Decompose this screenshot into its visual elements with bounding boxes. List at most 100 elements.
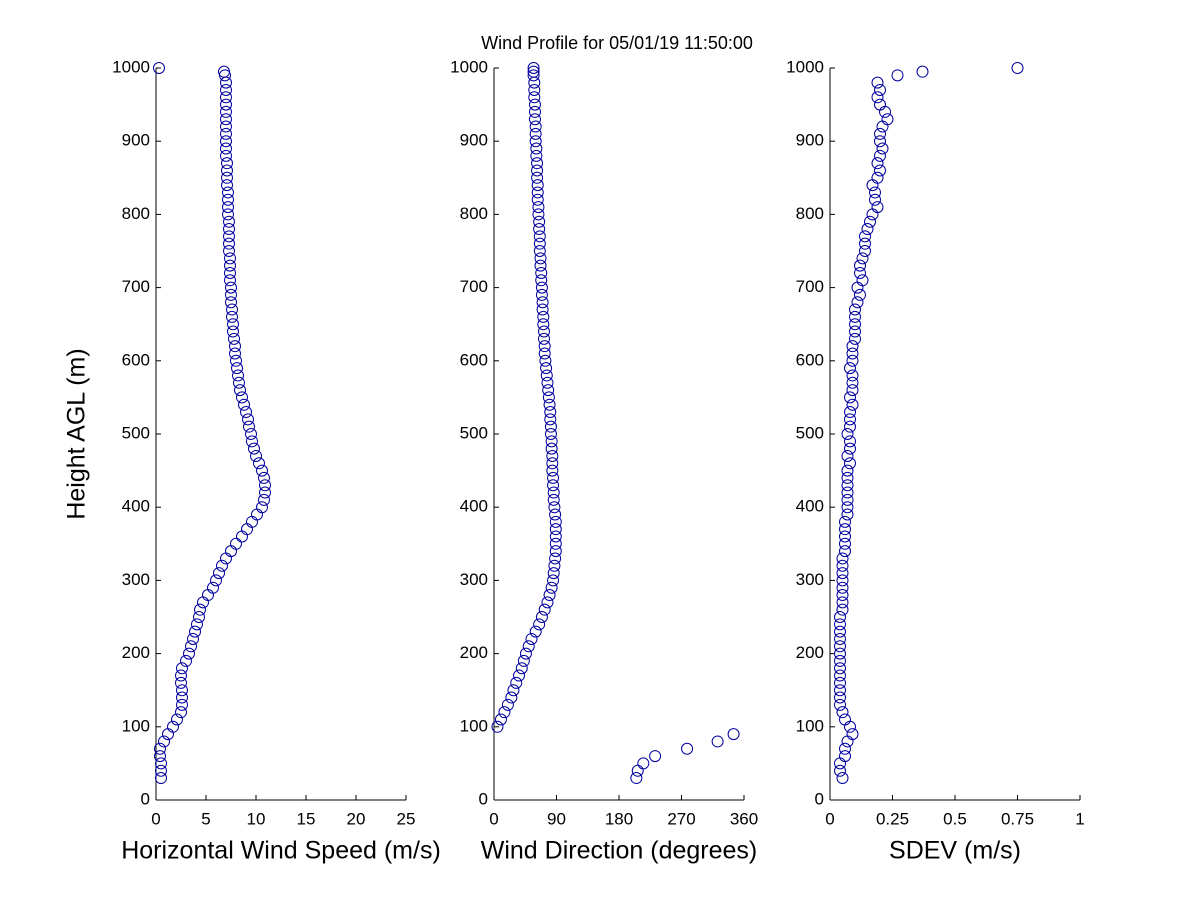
point [836, 596, 849, 609]
point [874, 83, 886, 96]
point [241, 523, 253, 536]
point [859, 230, 871, 243]
point [538, 347, 551, 360]
point [175, 669, 187, 682]
point [253, 457, 265, 470]
x-tick-label: 0.25 [876, 809, 909, 828]
point [230, 354, 242, 367]
point [540, 369, 553, 382]
point [154, 750, 166, 763]
point [836, 772, 849, 785]
point [245, 428, 257, 440]
point [535, 274, 548, 287]
point [498, 706, 511, 719]
point [869, 186, 881, 199]
point [220, 113, 232, 126]
y-tick-label: 400 [460, 497, 488, 516]
point [175, 676, 187, 689]
y-tick-label: 600 [460, 350, 488, 369]
point [256, 464, 268, 477]
point [529, 127, 542, 140]
point [834, 698, 846, 711]
point [220, 98, 232, 111]
x-axis-label: SDEV (m/s) [889, 837, 1021, 865]
point [834, 647, 846, 660]
point [248, 442, 260, 455]
point [543, 589, 556, 602]
point [525, 632, 538, 645]
point [537, 310, 550, 323]
point [839, 515, 851, 528]
point [544, 406, 557, 419]
point [535, 611, 548, 623]
point [536, 296, 549, 309]
point [836, 603, 849, 616]
point [220, 127, 232, 140]
point [222, 201, 234, 214]
y-tick-label: 1000 [450, 57, 488, 76]
point [846, 728, 859, 741]
point [220, 135, 232, 148]
y-tick-label: 500 [796, 423, 824, 442]
y-tick-label: 400 [796, 497, 824, 516]
point [535, 281, 548, 294]
point [841, 464, 854, 477]
point [222, 193, 234, 206]
point [844, 442, 856, 455]
y-tick-label: 500 [122, 423, 150, 442]
point [839, 545, 851, 558]
point [228, 332, 240, 345]
point [224, 266, 236, 279]
point [846, 354, 859, 367]
point [846, 369, 859, 382]
point [871, 91, 884, 104]
point [183, 647, 195, 660]
point [841, 449, 854, 462]
point [891, 69, 904, 82]
point [187, 632, 199, 645]
point [532, 201, 545, 214]
point [834, 669, 846, 682]
point [533, 237, 546, 250]
y-tick-label: 400 [122, 497, 150, 516]
point [220, 83, 232, 96]
point [251, 508, 263, 521]
x-tick-label: 270 [667, 809, 695, 828]
point [491, 720, 504, 733]
point [839, 537, 851, 550]
point [189, 625, 201, 638]
point [541, 596, 554, 609]
point [681, 742, 694, 755]
point [834, 611, 846, 623]
point [630, 772, 643, 785]
point [193, 611, 205, 623]
point [841, 735, 854, 748]
point [846, 347, 859, 360]
point [537, 318, 550, 331]
point [533, 618, 546, 631]
point [861, 223, 874, 236]
point [538, 340, 551, 353]
point [227, 318, 239, 331]
point [836, 559, 849, 572]
point [538, 325, 550, 338]
point [180, 654, 192, 667]
x-tick-label: 90 [547, 809, 566, 828]
point [874, 164, 886, 177]
point [531, 157, 544, 170]
point [176, 691, 188, 704]
point [844, 720, 856, 733]
y-tick-label: 100 [796, 716, 824, 735]
chart-title: Wind Profile for 05/01/19 11:50:00 [481, 33, 753, 53]
y-tick-label: 800 [460, 204, 488, 223]
x-tick-label: 0 [151, 809, 160, 828]
point [874, 135, 886, 148]
x-axis-label: Wind Direction (degrees) [481, 837, 758, 865]
y-tick-label: 700 [122, 277, 150, 296]
point [221, 164, 233, 177]
point [226, 303, 238, 316]
y-tick-label: 0 [141, 789, 150, 808]
point [529, 625, 542, 638]
point [549, 545, 562, 558]
point [841, 479, 854, 492]
